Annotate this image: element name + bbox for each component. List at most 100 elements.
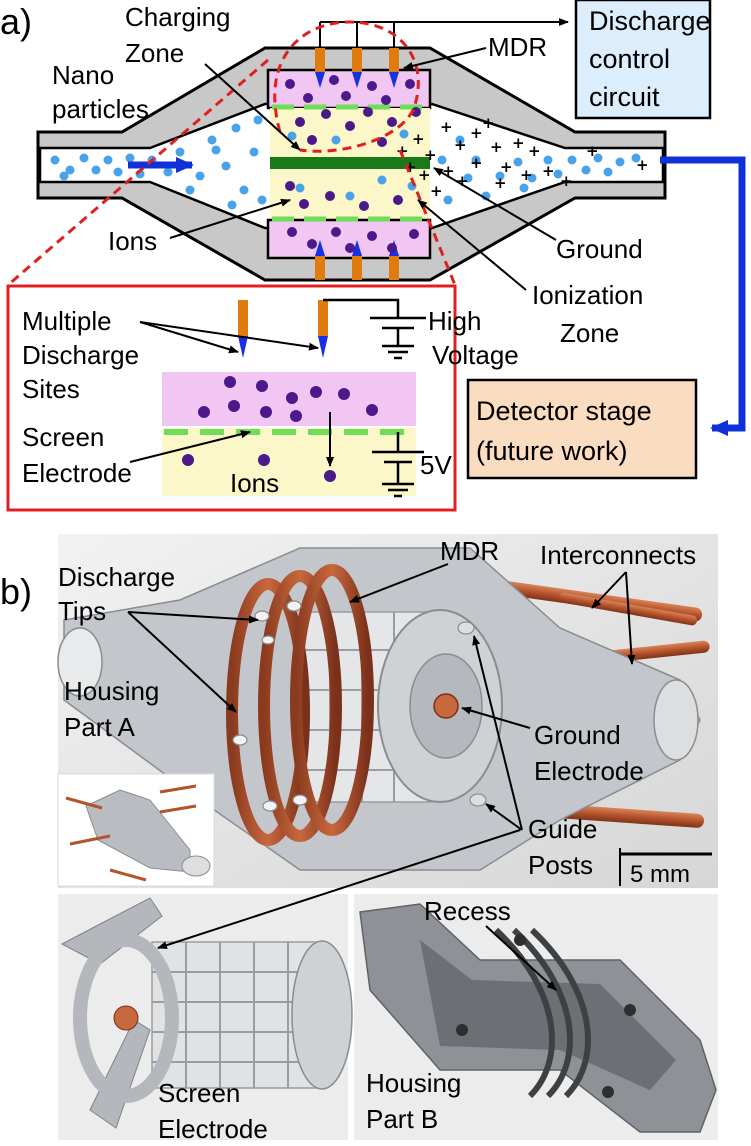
mdr-pointer-b [349, 563, 449, 603]
discharge-tips-pointer-2 [127, 611, 237, 713]
discharge-control-box [574, 0, 712, 120]
high-voltage-label-2: Voltage [432, 340, 519, 370]
multiple-discharge-label-3: Sites [22, 374, 80, 404]
five-volt-label: 5V [420, 450, 452, 480]
detector-stage-label-1: Detector stage [476, 396, 652, 426]
ionization-zone-label-2: Zone [560, 318, 619, 348]
recess-pointer [485, 925, 557, 991]
screen-electrode-render [60, 897, 353, 1129]
mdr-pointer-a [403, 47, 487, 70]
housing-b-label-1: Housing [366, 1068, 461, 1098]
recess-label: Recess [424, 896, 511, 926]
detector-stage-label-2: (future work) [476, 436, 628, 466]
svg-text:+: + [470, 154, 483, 172]
inset-screen-electrode-label-2: Electrode [22, 458, 132, 488]
housing-outlet [653, 679, 699, 761]
housing-b-label-2: Part B [366, 1104, 438, 1134]
discharge-control-label-2: control [589, 44, 670, 74]
discharge-site-pointer-1 [139, 321, 239, 354]
discharge-tips-label-1: Discharge [58, 562, 175, 592]
charged-particles: +++ +++ +++ +++ ++ + +++ +++ + + [396, 114, 649, 200]
interconnects-label: Interconnects [540, 540, 696, 570]
ground-electrode [270, 157, 430, 169]
ions-charging-zone [285, 75, 421, 253]
discharge-tip-holes [232, 600, 308, 812]
guide-posts-pointer-1 [472, 635, 523, 831]
detector-flow-line [660, 156, 746, 436]
ionization-zone-label-1: Ionization [532, 280, 643, 310]
panel-b: b) [0, 534, 718, 1144]
panel-b-label: b) [0, 571, 32, 612]
svg-text:+: + [520, 166, 533, 184]
svg-text:+: + [430, 182, 443, 200]
multiple-discharge-label-1: Multiple [22, 306, 112, 336]
inset-ions [182, 376, 378, 482]
housing-b-render [359, 903, 717, 1133]
ground-pointer [433, 167, 557, 241]
discharge-tips-pointer-1 [127, 611, 259, 624]
guide-posts [457, 621, 487, 807]
svg-text:+: + [424, 146, 437, 164]
inset-tips [238, 300, 328, 358]
high-voltage-source [323, 298, 426, 360]
housing-a-label-1: Housing [64, 676, 159, 706]
svg-text:+: + [494, 174, 507, 192]
multiple-discharge-label-2: Discharge [22, 340, 139, 370]
charging-zone-top [266, 68, 432, 110]
inset-ionization-zone [162, 428, 416, 496]
inset-screen-electrode-pointer [129, 430, 251, 463]
high-voltage-label-1: High [428, 306, 481, 336]
screen-electrode-b-pointer [157, 829, 521, 950]
svg-text:+: + [500, 158, 513, 176]
charging-zone-label-2: Zone [125, 38, 184, 68]
small-assembly-render [65, 784, 211, 882]
svg-text:+: + [542, 162, 555, 180]
panel-a-label: a) [0, 1, 32, 42]
nano-particles-label-1: Nano [52, 60, 114, 90]
discharge-control-label-3: circuit [589, 82, 660, 112]
svg-text:+: + [482, 114, 495, 132]
discharge-tips-label-2: Tips [58, 596, 106, 626]
svg-text:+: + [512, 134, 525, 152]
screen-electrode-b-label-1: Screen [158, 1078, 240, 1108]
svg-text:+: + [412, 130, 425, 148]
svg-text:+: + [586, 142, 599, 160]
nano-particles-label-2: particles [52, 94, 149, 124]
charging-zone-label-1: Charging [125, 2, 231, 32]
svg-text:+: + [636, 156, 649, 174]
svg-text:+: + [470, 124, 483, 142]
detector-stage-box [466, 378, 698, 480]
charging-zone-pointer [204, 63, 301, 151]
ground-electrode-label-1: Ground [534, 720, 621, 750]
svg-text:+: + [528, 142, 541, 160]
ground-electrode-label-2: Electrode [534, 756, 644, 786]
top-discharge-tips [315, 48, 399, 88]
svg-text:+: + [560, 172, 573, 190]
zoom-indicator [7, 20, 457, 287]
scale-bar-label: 5 mm [630, 861, 690, 888]
svg-text:+: + [396, 142, 409, 160]
interconnects-pointer-2 [625, 571, 636, 665]
svg-text:+: + [440, 118, 453, 136]
housing-a-label-2: Part A [64, 712, 135, 742]
ground-electrode-pointer [461, 706, 531, 729]
discharge-site-pointer-2 [139, 321, 319, 351]
interconnects-pointer-1 [591, 571, 627, 609]
ground-label: Ground [556, 234, 643, 264]
ground-electrode-end [433, 693, 459, 719]
svg-text:+: + [454, 136, 467, 154]
discharge-control-label-1: Discharge [589, 6, 711, 36]
svg-text:+: + [418, 166, 431, 184]
housing-inlet [57, 627, 103, 697]
panel-a: a) [0, 0, 746, 512]
guide-posts-label-2: Posts [528, 850, 593, 880]
inset-screen-electrode-label-1: Screen [22, 422, 104, 452]
guide-posts-label-1: Guide [528, 814, 597, 844]
ionization-zone-pointer [417, 199, 527, 291]
ions-label-a: Ions [108, 226, 157, 256]
guide-posts-pointer-2 [485, 803, 523, 831]
ions-pointer-a [169, 198, 291, 239]
svg-text:+: + [490, 138, 503, 156]
inset-ions-label: Ions [230, 468, 279, 498]
mdr-label-a: MDR [488, 32, 547, 62]
